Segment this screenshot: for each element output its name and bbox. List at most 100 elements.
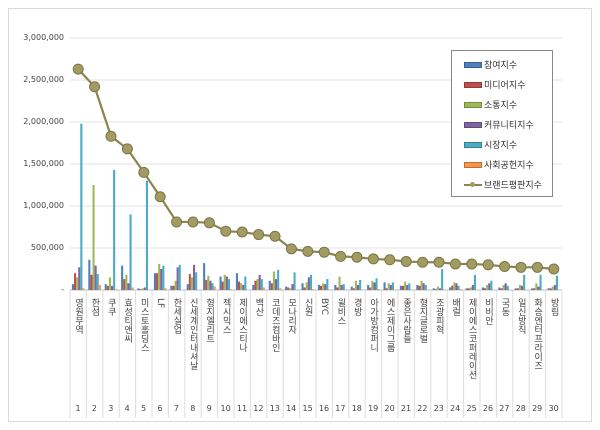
bar-4-28 [521, 285, 524, 290]
brand-point-12 [253, 229, 265, 241]
bar-3-10 [223, 274, 226, 290]
y-tick-label: 500,000 [30, 243, 64, 252]
chart-border [8, 8, 592, 422]
bar-3-28 [518, 284, 521, 290]
bar-2-29 [533, 288, 536, 290]
bar-6-4 [131, 287, 134, 290]
bar-5-28 [523, 274, 526, 290]
bar-1-19 [367, 284, 370, 290]
category-label: 코데즈컴바인 [269, 298, 280, 352]
bar-1-3 [104, 284, 107, 290]
legend-swatch [464, 61, 482, 68]
y-tick-label: 2,000,000 [23, 117, 64, 126]
rank-label: 16 [318, 404, 330, 413]
bar-5-9 [211, 283, 214, 290]
bar-3-3 [108, 277, 111, 290]
legend-label: 사회공헌지수 [484, 161, 534, 171]
bar-5-24 [457, 285, 460, 290]
rank-label: 8 [190, 404, 196, 413]
bar-5-10 [227, 279, 230, 290]
bar-4-10 [225, 276, 228, 290]
bar-2-23 [434, 289, 437, 290]
rank-label: 25 [466, 404, 477, 413]
category-label: 모나리자 [286, 298, 297, 334]
bar-1-12 [252, 284, 255, 290]
bar-5-29 [539, 274, 542, 290]
bar-4-9 [209, 280, 212, 290]
category-label: 젝시믹스 [220, 298, 231, 334]
bar-1-7 [170, 285, 173, 290]
category-label: 한세실업 [171, 298, 182, 334]
bar-3-13 [272, 271, 275, 290]
bar-3-20 [387, 283, 390, 290]
brand-point-6 [154, 191, 166, 203]
bar-5-7 [178, 264, 181, 290]
category-label: 배럴 [450, 298, 461, 316]
rank-label: 28 [515, 404, 526, 413]
rank-label: 22 [417, 404, 428, 413]
category-label: 제이에스티나 [237, 298, 247, 352]
legend-swatch [464, 161, 482, 168]
bar-4-20 [389, 284, 392, 290]
category-label: 영원무역 [73, 298, 83, 334]
category-label: 경방 [351, 298, 362, 316]
bar-5-16 [326, 279, 329, 290]
bar-1-9 [203, 263, 206, 290]
bar-6-10 [230, 289, 233, 290]
bar-4-1 [78, 267, 81, 290]
bar-6-6 [164, 288, 167, 290]
bar-4-23 [439, 288, 442, 290]
category-label: 비비안 [483, 298, 493, 325]
bar-1-30 [547, 288, 550, 290]
bar-6-13 [279, 288, 282, 290]
bar-2-2 [90, 274, 93, 290]
rank-label: 30 [548, 404, 559, 413]
bar-3-7 [174, 280, 177, 290]
brand-point-30 [548, 263, 560, 275]
legend-line-marker [464, 181, 482, 187]
bar-2-30 [549, 288, 552, 290]
legend-item: 사회공헌지수 [464, 158, 534, 171]
bar-3-11 [240, 283, 243, 290]
bar-2-21 [402, 285, 405, 290]
rank-label: 7 [173, 404, 179, 413]
category-label: 미스토홀딩스 [138, 298, 149, 352]
rank-label: 5 [141, 404, 147, 413]
category-label: 한섬 [89, 298, 100, 316]
bar-4-30 [553, 284, 556, 290]
bar-1-15 [301, 283, 304, 290]
bar-1-29 [531, 288, 534, 290]
legend-swatch [464, 141, 482, 148]
legend-swatch [464, 81, 482, 88]
bar-4-22 [422, 283, 425, 290]
rank-label: 2 [91, 404, 97, 413]
y-tick-label: - [61, 285, 64, 294]
bar-4-2 [94, 265, 97, 290]
bar-3-25 [469, 287, 472, 290]
rank-label: 14 [286, 404, 297, 413]
bar-2-24 [451, 285, 454, 290]
rank-label: 23 [433, 404, 444, 413]
brand-point-25 [466, 258, 478, 270]
bar-2-27 [500, 288, 503, 290]
bar-6-9 [213, 286, 216, 290]
brand-point-19 [367, 253, 379, 265]
legend-swatch [464, 121, 482, 128]
category-label: 신원 [302, 298, 313, 316]
legend-item: 시장지수 [464, 138, 517, 151]
bar-5-4 [129, 214, 132, 290]
bar-2-9 [205, 279, 208, 290]
bar-3-4 [125, 274, 128, 290]
category-label: 좋은사람들 [401, 298, 411, 343]
bar-1-14 [285, 286, 288, 290]
bar-5-2 [96, 274, 99, 290]
rank-label: 21 [400, 404, 412, 413]
bar-2-3 [106, 285, 109, 290]
rank-label: 1 [75, 404, 81, 413]
bar-3-18 [354, 280, 357, 290]
bar-5-6 [162, 265, 165, 290]
brand-point-29 [531, 261, 543, 273]
bar-1-21 [399, 285, 402, 290]
bar-2-4 [123, 279, 126, 290]
bar-1-20 [383, 282, 386, 290]
